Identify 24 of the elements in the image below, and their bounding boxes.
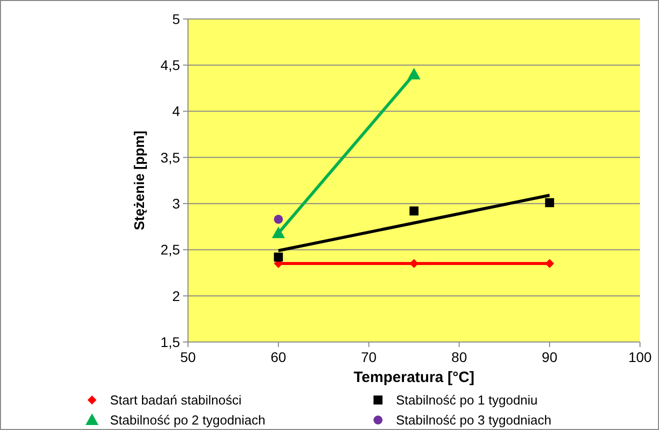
legend-label: Stabilność po 3 tygodniach xyxy=(396,412,552,428)
x-tick-label: 60 xyxy=(270,349,286,365)
y-tick-label: 4,5 xyxy=(160,57,180,74)
x-tick-label: 70 xyxy=(361,349,377,365)
y-tick-label: 3,5 xyxy=(160,149,180,166)
legend-label: Stabilność po 2 tygodniach xyxy=(110,412,266,428)
y-tick-label: 1,5 xyxy=(160,334,180,350)
legend-label: Start badań stabilności xyxy=(110,392,242,408)
y-tick-label: 2,5 xyxy=(160,242,180,258)
legend-label: Stabilność po 1 tygodniu xyxy=(396,392,538,408)
x-axis-title: Temperatura [°C] xyxy=(354,369,474,386)
point xyxy=(274,214,283,224)
y-tick-label: 5 xyxy=(172,10,180,27)
x-tick-label: 80 xyxy=(451,349,468,365)
y-tick-label: 3 xyxy=(172,195,180,212)
x-tick-label: 90 xyxy=(542,349,558,365)
point xyxy=(274,252,283,262)
point xyxy=(545,198,554,208)
y-tick-label: 4 xyxy=(172,103,180,120)
y-tick-label: 2 xyxy=(172,288,180,304)
x-tick-label: 50 xyxy=(180,349,196,365)
x-tick-label: 100 xyxy=(628,349,652,365)
y-axis-title: Stężenie [ppm] xyxy=(131,130,147,230)
point xyxy=(410,206,418,216)
